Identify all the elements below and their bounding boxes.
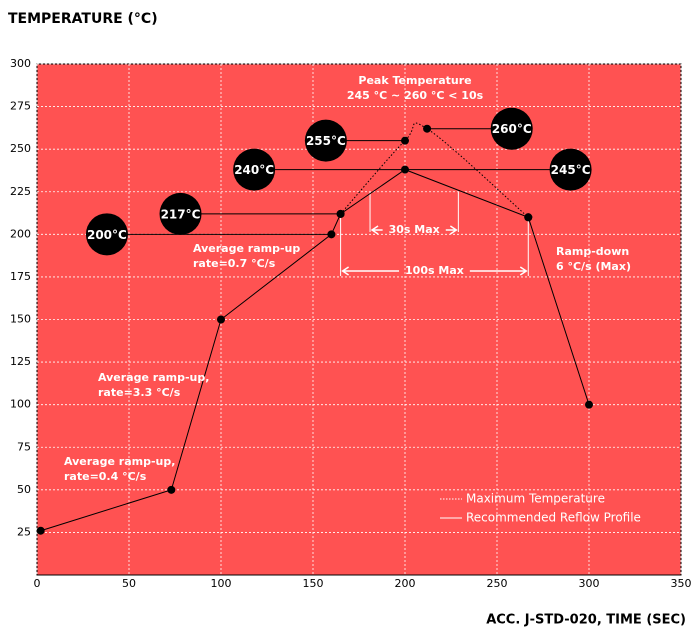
x-tick-label: 300 bbox=[579, 577, 600, 590]
data-point bbox=[327, 230, 336, 239]
y-tick-label: 250 bbox=[10, 142, 31, 155]
badge bbox=[159, 192, 202, 235]
y-tick-label: 275 bbox=[10, 100, 31, 113]
badge-label: 217°C bbox=[161, 207, 201, 221]
badge-label: 240°C bbox=[234, 163, 274, 177]
data-point bbox=[401, 165, 409, 174]
x-tick-label: 150 bbox=[303, 577, 324, 590]
data-point bbox=[217, 315, 225, 324]
data-point bbox=[36, 526, 45, 535]
annotation: rate=0.4 °C/s bbox=[64, 470, 147, 483]
data-point bbox=[524, 213, 533, 222]
legend-label: Maximum Temperature bbox=[466, 492, 605, 506]
data-point bbox=[423, 124, 432, 133]
y-tick-label: 200 bbox=[10, 227, 31, 240]
data-point bbox=[585, 400, 593, 409]
data-point bbox=[401, 136, 409, 145]
y-tick-label: 150 bbox=[10, 313, 31, 326]
badge-label: 245°C bbox=[551, 163, 591, 177]
badge bbox=[85, 213, 128, 256]
x-axis-label: ACC. J-STD-020, TIME (SEC) bbox=[486, 613, 686, 628]
annotation: 6 °C/s (Max) bbox=[556, 260, 631, 273]
annotation: rate=0.7 °C/s bbox=[193, 257, 276, 270]
span-label: 100s Max bbox=[405, 264, 464, 277]
badge bbox=[233, 148, 276, 191]
y-tick-label: 100 bbox=[10, 398, 31, 411]
badge bbox=[549, 148, 592, 191]
annotation: rate=3.3 °C/s bbox=[98, 386, 181, 399]
x-tick-label: 200 bbox=[395, 577, 416, 590]
y-tick-label: 175 bbox=[10, 270, 31, 283]
legend-label: Recommended Reflow Profile bbox=[466, 511, 641, 525]
badge-label: 260°C bbox=[492, 122, 532, 136]
annotation: 245 °C ~ 260 °C < 10s bbox=[347, 89, 484, 102]
badge-label: 200°C bbox=[87, 228, 127, 242]
y-tick-label: 75 bbox=[17, 440, 31, 453]
data-point bbox=[167, 485, 176, 494]
y-tick-label: 300 bbox=[10, 57, 31, 70]
annotation: Average ramp-up, bbox=[98, 371, 209, 384]
x-tick-label: 50 bbox=[122, 577, 136, 590]
data-point bbox=[336, 209, 345, 218]
x-tick-label: 100 bbox=[211, 577, 232, 590]
annotation: Peak Temperature bbox=[358, 74, 471, 87]
x-tick-label: 350 bbox=[671, 577, 692, 590]
y-tick-label: 225 bbox=[10, 185, 31, 198]
annotation: Ramp-down bbox=[556, 245, 629, 258]
badge bbox=[490, 107, 533, 150]
span-arrow bbox=[370, 225, 458, 235]
x-tick-label: 250 bbox=[487, 577, 508, 590]
annotation: Average ramp-up bbox=[193, 242, 300, 255]
y-tick-label: 125 bbox=[10, 355, 31, 368]
badge-label: 255°C bbox=[306, 134, 346, 148]
span-arrow bbox=[341, 266, 528, 276]
chart-title: TEMPERATURE (°C) bbox=[8, 11, 158, 27]
y-tick-label: 25 bbox=[17, 525, 31, 538]
y-tick-label: 50 bbox=[17, 483, 31, 496]
x-tick-label: 0 bbox=[34, 577, 41, 590]
annotation: Average ramp-up, bbox=[64, 455, 175, 468]
badge bbox=[304, 119, 347, 162]
span-label: 30s Max bbox=[389, 223, 440, 236]
series-line bbox=[40, 169, 590, 532]
